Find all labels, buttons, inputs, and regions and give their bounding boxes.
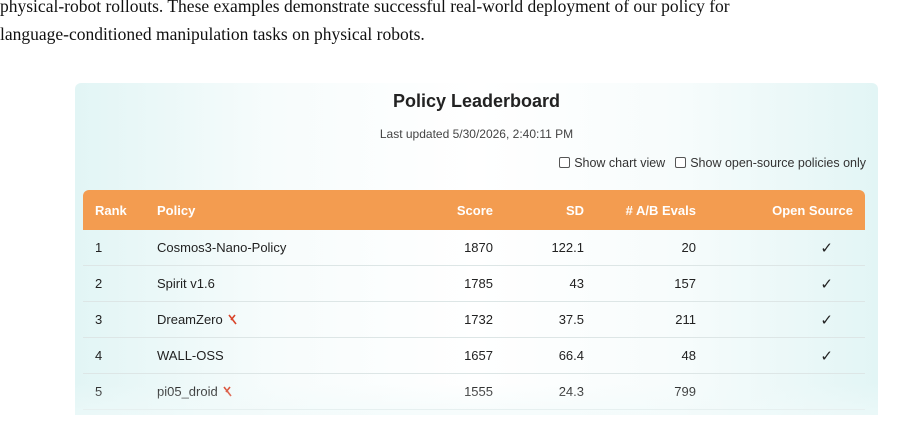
cell-text: 20 <box>681 240 696 255</box>
cell-text: 43 <box>569 276 584 291</box>
checkbox[interactable] <box>559 157 571 168</box>
table-cell: 43 <box>505 265 596 302</box>
cell-text: 66.4 <box>558 348 584 363</box>
chart-view-toggle[interactable]: Show chart view <box>559 156 665 170</box>
cell-text: DreamZero <box>157 312 223 327</box>
cell-text: 3 <box>95 312 103 327</box>
table-cell: 211 <box>596 301 708 338</box>
table-cell: 2 <box>83 265 145 302</box>
table-cell: WALL-OSS <box>145 337 400 374</box>
table-cell: 3 <box>83 301 145 338</box>
column-header[interactable]: Rank <box>95 202 127 218</box>
open-source-toggle[interactable]: Show open-source policies only <box>675 156 866 170</box>
table-row[interactable]: 4 WALL-OSS 1657 66.4 48 ✓ <box>83 337 865 374</box>
table-row[interactable]: 2 Spirit v1.6 1785 43 157 ✓ <box>83 265 865 302</box>
cell-text: Spirit v1.6 <box>157 276 215 291</box>
table-cell: 37.5 <box>505 301 596 338</box>
cell-text: 157 <box>674 276 696 291</box>
x-icon <box>228 314 237 325</box>
checkbox[interactable] <box>675 157 687 168</box>
cell-text: 1785 <box>464 276 493 291</box>
table-cell: 1732 <box>400 301 505 338</box>
column-header[interactable]: Policy <box>157 202 196 218</box>
cell-text: 1870 <box>464 240 493 255</box>
cell-text: 122.1 <box>551 240 584 255</box>
cell-text: 211 <box>675 312 696 327</box>
table-row[interactable]: 1 Cosmos3-Nano-Policy 1870 122.1 20 ✓ <box>83 230 865 266</box>
column-header[interactable]: # A/B Evals <box>625 202 696 218</box>
table-cell: 4 <box>83 337 145 374</box>
option-label: Show open-source policies only <box>690 156 866 170</box>
table-cell: ✓ <box>708 301 865 338</box>
paragraph-line: language-conditioned manipulation tasks … <box>0 24 425 44</box>
table-cell: 48 <box>596 337 708 374</box>
table-cell: ✓ <box>708 337 865 374</box>
paragraph-line: physical-robot rollouts. These examples … <box>0 0 730 16</box>
table-cell: 1657 <box>400 337 505 374</box>
leaderboard-title: Policy Leaderboard <box>392 91 561 111</box>
table-cell: 1870 <box>400 230 505 266</box>
table-cell: DreamZero <box>145 301 400 338</box>
cell-text: Cosmos3-Nano-Policy <box>157 240 287 255</box>
check-mark: ✓ <box>820 347 833 365</box>
check-mark: ✓ <box>820 239 833 257</box>
cell-text: WALL-OSS <box>157 348 224 363</box>
table-cell: 1 <box>83 230 145 266</box>
header-row: Rank Policy Score SD # A/B Evals Open Source <box>83 190 865 230</box>
cell-text: 48 <box>681 348 696 363</box>
table-cell: 122.1 <box>505 230 596 266</box>
table-cell: ✓ <box>708 265 865 302</box>
table-cell: Spirit v1.6 <box>145 265 400 302</box>
leaderboard-table: Rank Policy Score SD # A/B Evals Open Source … <box>83 190 865 410</box>
leaderboard-panel: Policy Leaderboard Last updated 5/30/202… <box>75 83 878 415</box>
cell-text: 1732 <box>464 312 493 327</box>
column-header[interactable]: SD <box>565 202 584 218</box>
cell-text: 2 <box>95 276 103 291</box>
table-cell: 66.4 <box>505 337 596 374</box>
check-mark: ✓ <box>820 275 833 293</box>
fade <box>75 383 878 415</box>
last-updated: Last updated 5/30/2026, 2:40:11 PM <box>379 127 574 141</box>
table-cell: Cosmos3-Nano-Policy <box>145 230 400 266</box>
cell-text: 1 <box>95 240 103 255</box>
table-cell: ✓ <box>708 230 865 266</box>
check-mark: ✓ <box>820 311 833 329</box>
table-cell: 1785 <box>400 265 505 302</box>
option-label: Show chart view <box>574 156 666 170</box>
table-cell: 20 <box>596 230 708 266</box>
table-row[interactable]: 3 DreamZero 1732 37.5 211 ✓ <box>83 301 865 338</box>
column-header[interactable]: Score <box>456 202 493 218</box>
cell-text: 1657 <box>464 348 493 363</box>
cell-text: 4 <box>95 348 103 363</box>
options: Show chart view Show open-source policie… <box>559 156 866 170</box>
table-cell: 157 <box>596 265 708 302</box>
column-header[interactable]: Open Source <box>772 202 853 218</box>
cell-text: 37.5 <box>558 312 584 327</box>
